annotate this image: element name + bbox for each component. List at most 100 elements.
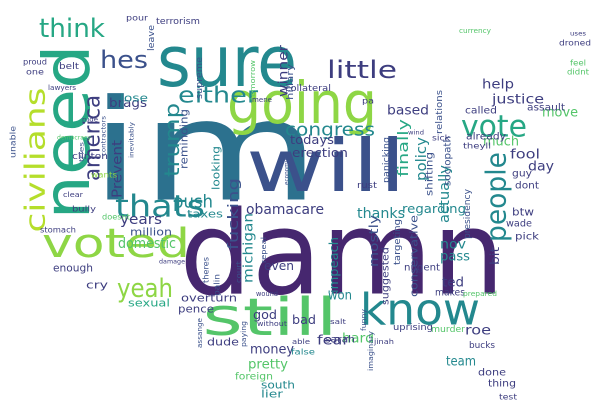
- word-move: move: [542, 106, 578, 121]
- word-hes: hes: [100, 46, 148, 74]
- word-makes: makes: [435, 288, 465, 299]
- word-pour: pour: [126, 14, 149, 23]
- word-rude: rude: [82, 117, 98, 124]
- word-winner: winner: [277, 44, 292, 97]
- word-presidency: presidency: [463, 188, 473, 239]
- word-domestic: domestic: [118, 236, 176, 252]
- word-panicking: panicking: [382, 137, 392, 183]
- word-repeal: repeal: [260, 237, 268, 263]
- word-sarah: sarah: [325, 335, 355, 346]
- word-america: america: [81, 95, 106, 181]
- word-trump: trump: [160, 103, 184, 177]
- word-nov: nov: [440, 238, 466, 253]
- word-assault: assault: [527, 103, 565, 114]
- word-lose: lose: [120, 92, 148, 105]
- word-vote: vote: [461, 110, 527, 145]
- word-bucks: bucks: [469, 341, 495, 351]
- word-voted: voted: [42, 221, 190, 267]
- word-need: need: [31, 45, 105, 220]
- word-theyll: theyll: [463, 142, 491, 151]
- word-pick: pick: [515, 232, 539, 243]
- word-obamacare: obamacare: [246, 202, 324, 218]
- word-collateral: collateral: [285, 84, 331, 94]
- word-hard: hard: [342, 332, 374, 347]
- word-uses: uses: [570, 31, 586, 38]
- word-ted: ted: [442, 276, 464, 291]
- word-able: able: [292, 338, 310, 346]
- word-uprising: uprising: [393, 323, 433, 333]
- word-bully: bully: [72, 205, 96, 214]
- word-clinton: clinton: [72, 152, 108, 162]
- word-think: think: [39, 14, 105, 44]
- word-suggested: suggested: [381, 247, 392, 305]
- word-civilians: civilians: [19, 88, 52, 233]
- word-sick: sick: [432, 134, 450, 143]
- word-finally: finally: [396, 119, 412, 177]
- word-assange: assange: [196, 318, 204, 348]
- word-damage: damage: [159, 259, 185, 266]
- word-salt: salt: [330, 318, 346, 326]
- word-reminding: reminding: [178, 109, 191, 169]
- word-without: without: [257, 320, 287, 328]
- word-one: one: [26, 68, 44, 77]
- word-inevitably: inevitably: [129, 121, 136, 158]
- word-looking: looking: [210, 146, 223, 190]
- word-impeach: impeach: [327, 237, 341, 293]
- word-test: test: [499, 393, 517, 402]
- word-funny: funny: [360, 309, 368, 331]
- word-wound: wound: [256, 290, 278, 298]
- word-policy: policy: [414, 137, 430, 181]
- word-bad: bad: [292, 313, 316, 327]
- word-yeah: yeah: [117, 274, 173, 304]
- word-will: will: [246, 124, 406, 208]
- word-push: push: [173, 192, 213, 213]
- word-people: people: [480, 152, 513, 242]
- word-theres: theres: [202, 257, 211, 283]
- word-going: going: [227, 69, 377, 137]
- word-terrorism: terrorism: [156, 17, 200, 27]
- word-regarding: regarding: [402, 202, 466, 216]
- word-day: day: [528, 160, 554, 175]
- word-false: false: [291, 348, 315, 357]
- word-pass: pass: [440, 250, 470, 265]
- word-shifting: shifting: [425, 152, 436, 196]
- word-feel: feel: [570, 59, 586, 68]
- word-roe: roe: [465, 324, 491, 339]
- word-little: little: [327, 56, 397, 84]
- word-fear: fear: [317, 334, 350, 349]
- word-based: based: [387, 104, 429, 119]
- word-nugent: nugent: [404, 263, 440, 274]
- word-either: either: [178, 84, 259, 109]
- word-team: team: [446, 355, 476, 370]
- word-enough: enough: [53, 262, 93, 275]
- word-south: south: [261, 379, 295, 392]
- word-much: much: [483, 135, 519, 150]
- word-already: already: [466, 132, 506, 143]
- word-damn: damn: [180, 187, 505, 322]
- word-taxes: taxes: [187, 208, 223, 221]
- word-todays: todays: [290, 133, 334, 147]
- word-erection: erection: [292, 146, 348, 160]
- word-economy: economy: [284, 159, 291, 185]
- word-cry: cry: [86, 279, 109, 292]
- word-murder: murder: [431, 325, 465, 335]
- word-wants: wants: [91, 171, 117, 180]
- word-im: im: [90, 71, 320, 234]
- word-michigan: michigan: [242, 213, 257, 283]
- word-guy: guy: [512, 169, 532, 180]
- word-prepared: prepared: [463, 290, 497, 298]
- word-belt: belt: [59, 62, 80, 72]
- word-help: help: [482, 78, 514, 93]
- word-still: still: [203, 288, 338, 348]
- word-unable: unable: [9, 126, 18, 158]
- word-years: years: [120, 212, 162, 228]
- word-called: called: [465, 106, 497, 117]
- word-overturn: overturn: [181, 292, 237, 305]
- word-wade: wade: [506, 219, 532, 230]
- word-thanks: thanks: [357, 206, 405, 222]
- word-democracy: democracy: [57, 135, 91, 142]
- word-brags: brags: [109, 96, 147, 110]
- word-god: god: [253, 308, 277, 322]
- word-dude: dude: [207, 336, 239, 349]
- word-won: won: [328, 289, 352, 304]
